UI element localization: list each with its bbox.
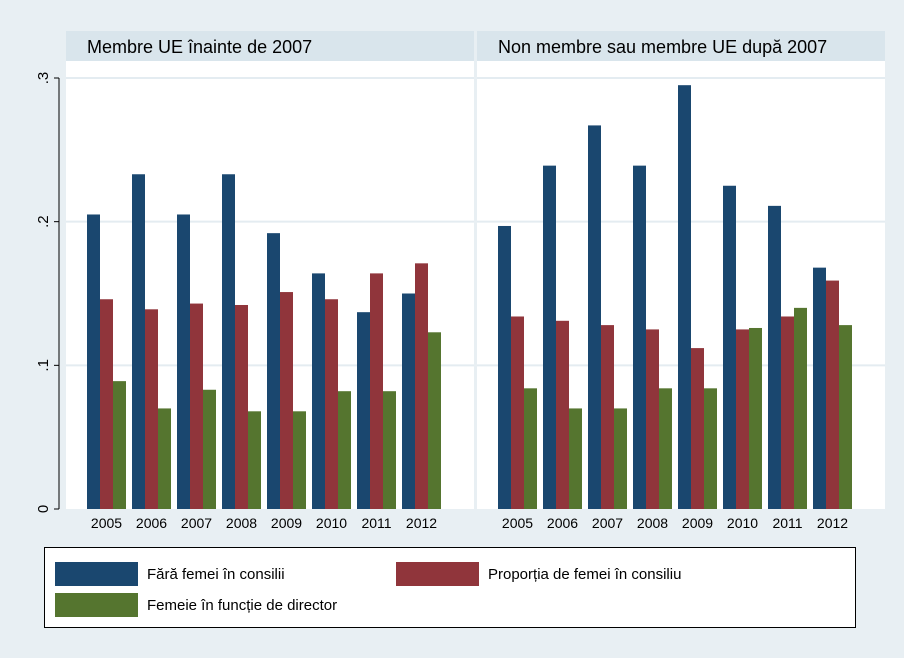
legend-swatch-woman-director [55,593,138,617]
y-tick-label: .2 [35,215,52,228]
x-tick-label: 2006 [136,515,167,531]
chart-legend: Fără femei în consilii Proporția de feme… [44,547,856,628]
x-tick-label: 2012 [817,515,848,531]
bar [839,325,852,509]
bar [794,307,807,509]
bar [524,388,537,509]
bar [646,329,659,509]
y-tick-label: .3 [35,72,52,85]
bar [158,408,171,509]
bar [203,389,216,509]
bar [723,185,736,509]
bar [267,233,280,509]
legend-label-women-share: Proporția de femei în consiliu [488,565,682,583]
y-tick-label: 0 [35,505,52,513]
bar [132,174,145,510]
bar [113,381,126,509]
bar [588,125,601,509]
bar [100,299,113,509]
x-tick-label: 2007 [181,515,212,531]
bar [678,85,691,509]
bar [614,408,627,509]
bar [190,303,203,509]
x-tick-label: 2010 [316,515,347,531]
bar [736,329,749,509]
legend-swatch-women-share [396,562,479,586]
bar [704,388,717,509]
legend-swatch-no-women [55,562,138,586]
bar [569,408,582,509]
bar [338,391,351,509]
bar [370,273,383,509]
x-tick-label: 2012 [406,515,437,531]
x-tick-label: 2009 [271,515,302,531]
bar [511,316,524,509]
panel-title: Membre UE înainte de 2007 [87,37,312,57]
bar [781,316,794,509]
bar [415,263,428,509]
bar [633,165,646,510]
legend-label-woman-director: Femeie în funcție de director [147,596,338,614]
x-tick-label: 2011 [361,515,391,531]
panel-header [66,31,474,61]
bar [248,411,261,509]
bar [222,174,235,510]
bar [768,205,781,509]
bar [749,327,762,509]
bar [659,388,672,509]
bar [556,320,569,509]
bar [357,312,370,509]
x-tick-label: 2011 [772,515,802,531]
bar [312,273,325,509]
panel-title: Non membre sau membre UE după 2007 [498,37,827,57]
bar [498,225,511,509]
legend-item-woman-director: Femeie în funcție de director [55,593,337,617]
x-tick-label: 2009 [682,515,713,531]
x-tick-label: 2005 [502,515,533,531]
bar [87,214,100,509]
legend-item-women-share: Proporția de femei în consiliu [396,562,681,586]
x-tick-label: 2008 [637,515,668,531]
bar [177,214,190,509]
bar [280,292,293,509]
y-tick-label: .1 [35,359,52,372]
bar [813,267,826,509]
bar [383,391,396,509]
x-tick-label: 2005 [91,515,122,531]
x-tick-label: 2006 [547,515,578,531]
chart-canvas: 0 .1 .2 .3 Membre UE înainte de 2007 2005 2006… [35,31,885,531]
legend-label-no-women: Fără femei în consilii [147,565,285,583]
panel-header [477,31,885,61]
bar [691,348,704,509]
bar [601,325,614,509]
bar [826,280,839,509]
bar [293,411,306,509]
x-tick-label: 2010 [727,515,758,531]
bar [402,293,415,509]
x-tick-label: 2008 [226,515,257,531]
bar [235,304,248,509]
bar [325,299,338,509]
x-tick-label: 2007 [592,515,623,531]
legend-item-no-women: Fără femei în consilii [55,562,285,586]
bar [145,309,158,509]
bar [543,165,556,510]
bar [428,332,441,509]
